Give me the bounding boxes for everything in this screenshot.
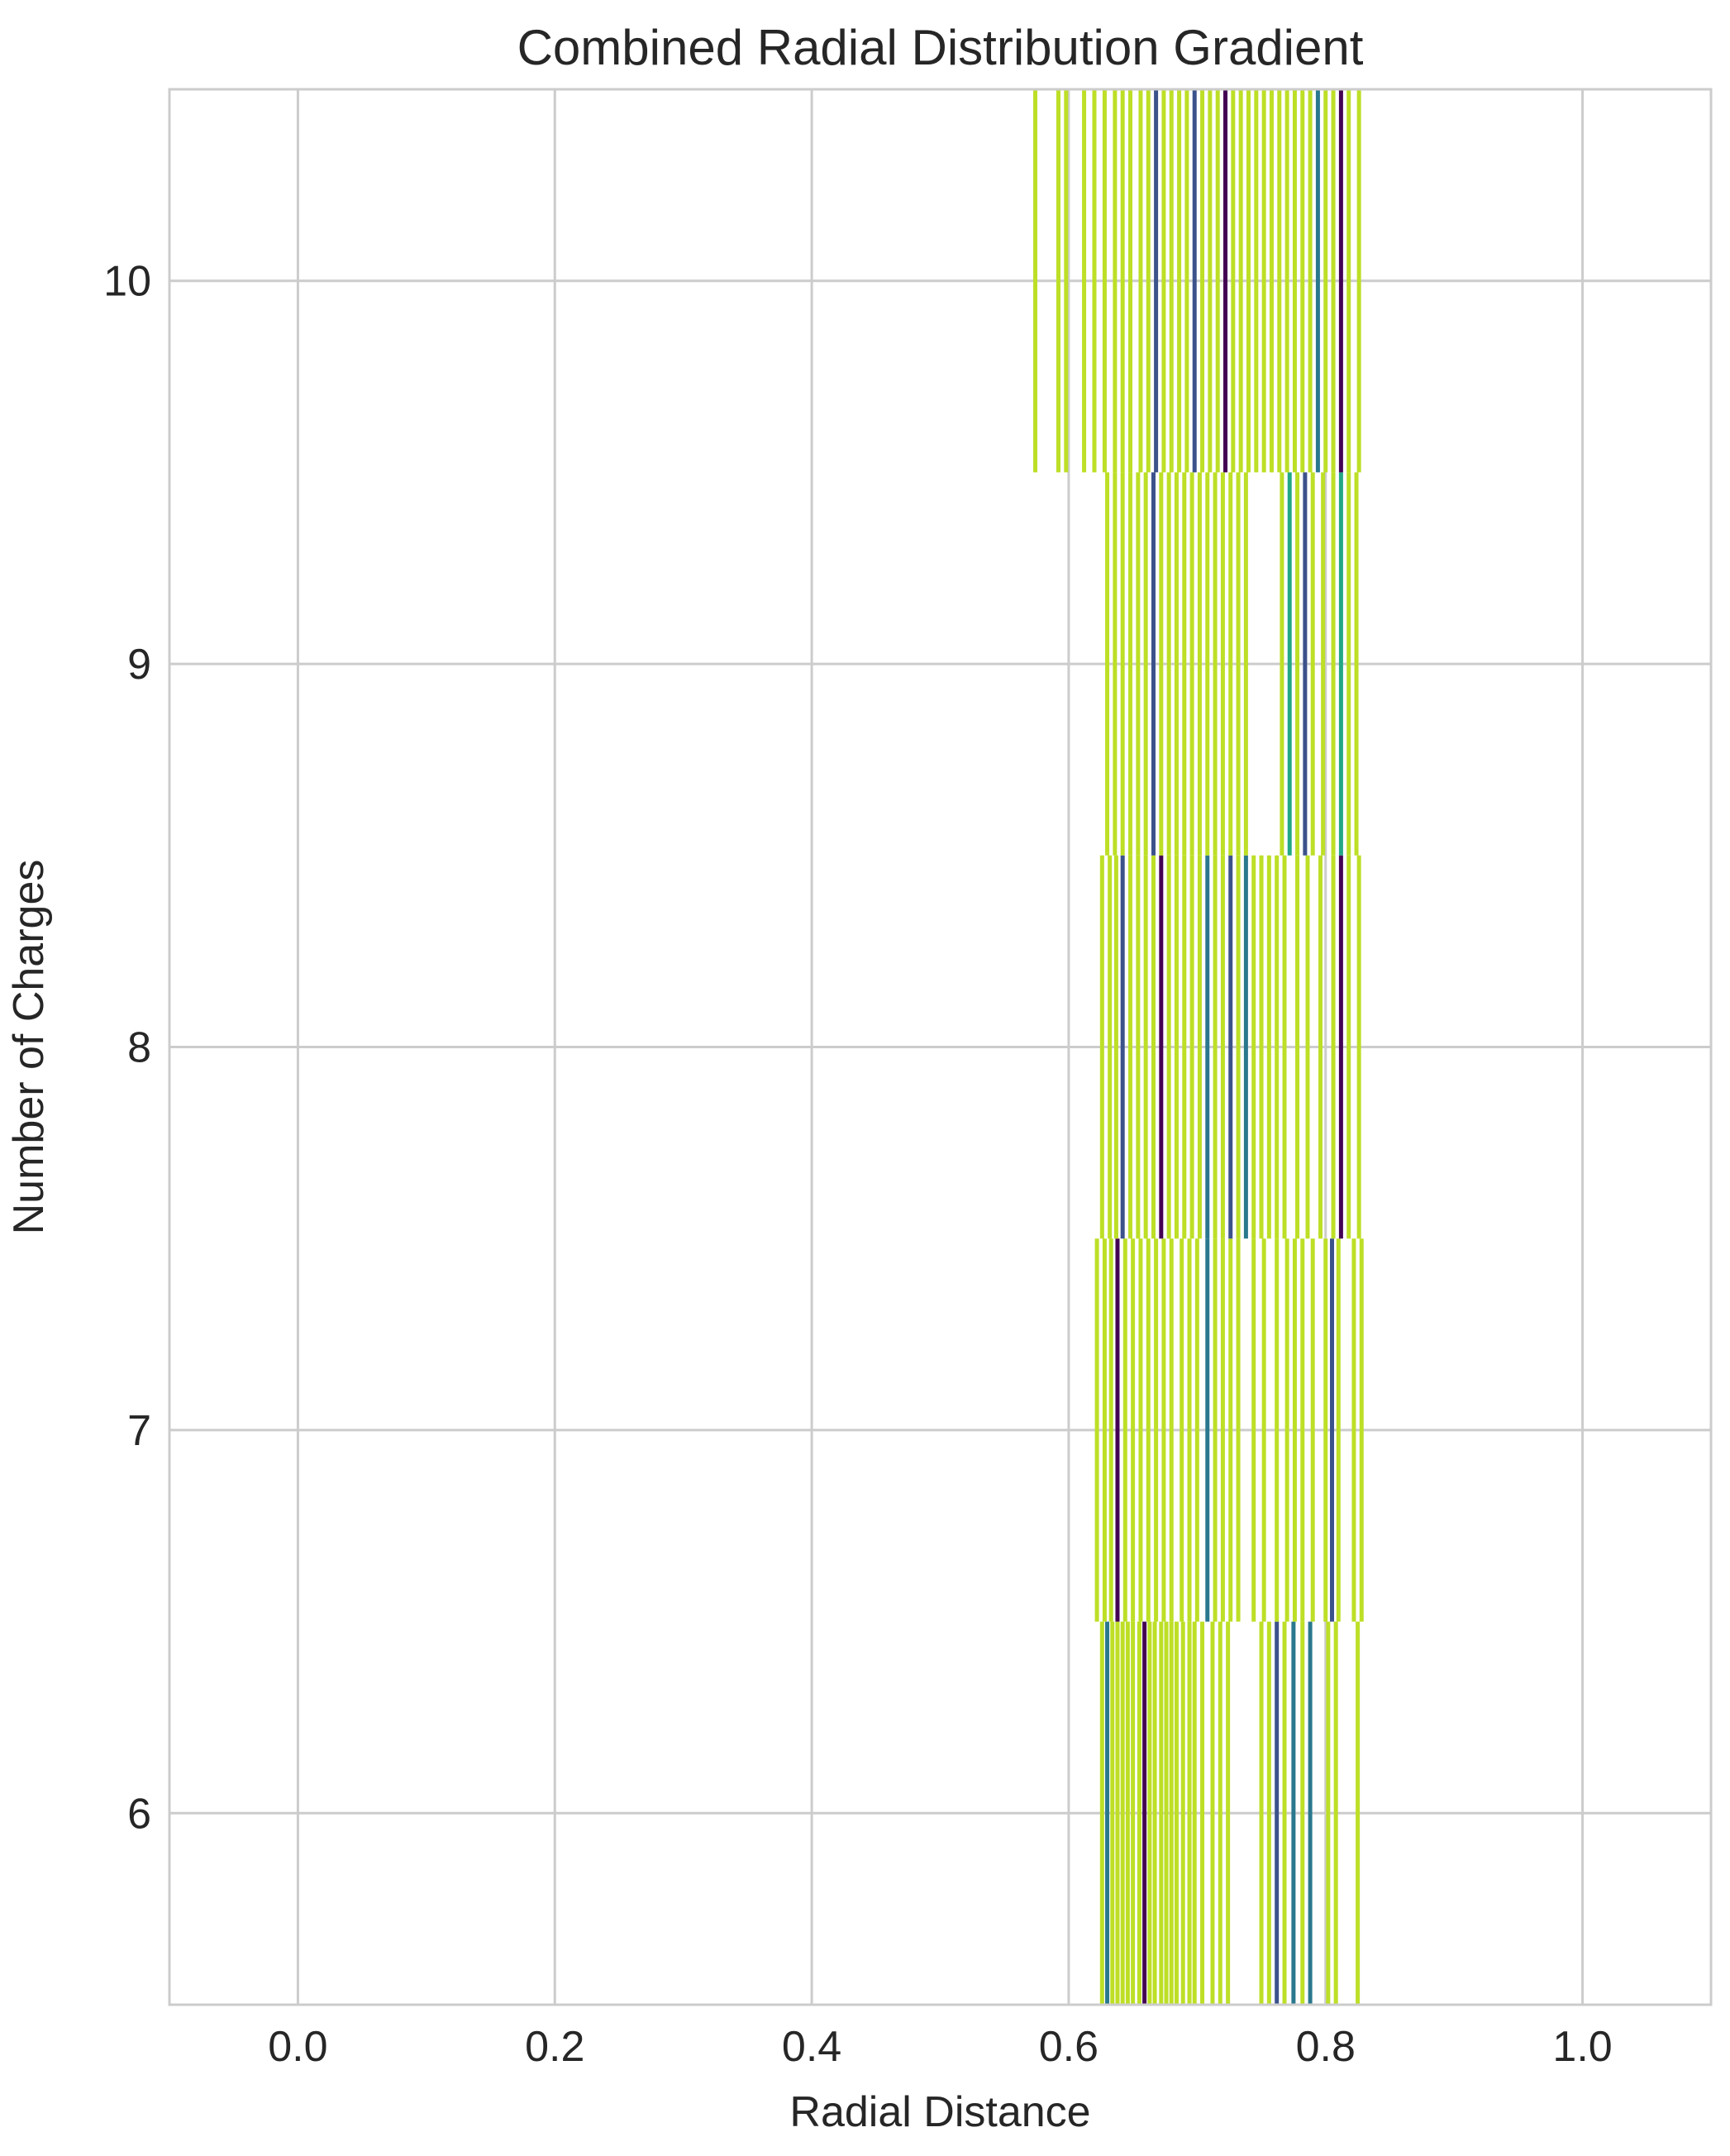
x-tick-label: 0.6: [1039, 2023, 1099, 2071]
y-axis-label: Number of Charges: [5, 860, 53, 1235]
radial-distribution-lines: [1033, 89, 1364, 2005]
x-axis-label: Radial Distance: [789, 2088, 1090, 2136]
x-tick-label: 0.0: [268, 2023, 327, 2071]
row-10-charges: [1033, 89, 1361, 473]
grid-lines: [169, 89, 1711, 2005]
y-axis-ticks: 6 7 8 9 10: [103, 258, 151, 1839]
x-tick-label: 0.2: [525, 2023, 584, 2071]
row-6-charges: [1099, 1621, 1361, 2005]
x-tick-label: 0.8: [1296, 2023, 1356, 2071]
x-tick-label: 0.4: [782, 2023, 841, 2071]
y-tick-label: 10: [103, 258, 151, 306]
x-tick-label: 1.0: [1552, 2023, 1612, 2071]
y-tick-label: 8: [127, 1024, 151, 1072]
x-axis-ticks: 0.0 0.2 0.4 0.6 0.8 1.0: [268, 2023, 1612, 2071]
row-9-charges: [1105, 472, 1359, 856]
row-8-charges: [1099, 855, 1361, 1239]
row-7-charges: [1094, 1238, 1364, 1622]
chart-title: Combined Radial Distribution Gradient: [517, 20, 1364, 75]
y-tick-label: 9: [127, 641, 151, 689]
y-tick-label: 7: [127, 1407, 151, 1455]
plot-frame: [168, 88, 1713, 2006]
y-tick-label: 6: [127, 1790, 151, 1838]
